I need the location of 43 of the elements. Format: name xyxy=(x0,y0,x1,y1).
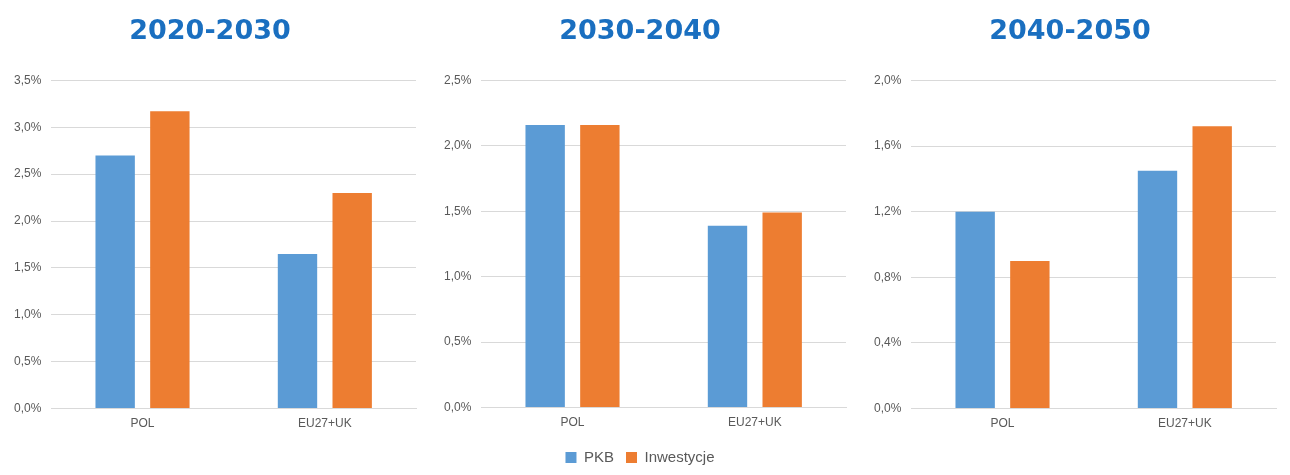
bar xyxy=(525,124,565,408)
bar xyxy=(277,253,318,409)
y-tick-label: 2,0% xyxy=(13,213,42,228)
legend-label: PKB xyxy=(583,447,614,465)
y-tick-label: 1,0% xyxy=(13,307,42,322)
chart-title: 2040-2050 xyxy=(989,14,1151,46)
x-tick-label: POL xyxy=(560,415,585,430)
x-tick-label: EU27+UK xyxy=(1157,416,1212,431)
chart-title: 2020-2030 xyxy=(129,14,291,46)
y-tick-label: 3,5% xyxy=(13,72,42,87)
bar xyxy=(762,212,802,408)
y-tick-label: 1,5% xyxy=(443,203,472,218)
x-tick-label: POL xyxy=(130,416,155,431)
y-tick-label: 0,0% xyxy=(443,399,472,414)
y-tick-label: 1,0% xyxy=(443,269,472,284)
y-tick-label: 0,8% xyxy=(873,269,902,284)
y-tick-label: 2,0% xyxy=(873,72,902,87)
bar xyxy=(1137,170,1178,409)
x-tick-label: EU27+UK xyxy=(297,416,352,431)
y-tick-label: 1,5% xyxy=(13,260,42,275)
bar xyxy=(955,211,995,409)
bar xyxy=(580,124,620,408)
y-tick-label: 3,0% xyxy=(13,119,42,134)
y-tick-label: 0,0% xyxy=(13,400,42,415)
y-tick-label: 1,2% xyxy=(873,203,902,218)
chart-title: 2030-2040 xyxy=(559,14,721,46)
y-tick-label: 0,5% xyxy=(443,334,472,349)
x-tick-label: EU27+UK xyxy=(727,415,782,430)
y-tick-label: 0,0% xyxy=(873,400,902,415)
bar xyxy=(707,225,748,408)
y-tick-label: 0,5% xyxy=(13,354,42,369)
x-tick-label: POL xyxy=(990,416,1015,431)
bar xyxy=(1010,260,1050,409)
y-tick-label: 1,6% xyxy=(873,138,902,153)
bar xyxy=(150,111,190,409)
bar xyxy=(332,192,372,409)
bar xyxy=(1192,126,1232,409)
y-tick-label: 2,5% xyxy=(443,72,472,87)
y-tick-label: 2,5% xyxy=(13,166,42,181)
y-tick-label: 2,0% xyxy=(443,138,472,153)
legend-label: Inwestycje xyxy=(644,447,715,465)
bar xyxy=(95,155,135,409)
y-tick-label: 0,4% xyxy=(873,335,902,350)
